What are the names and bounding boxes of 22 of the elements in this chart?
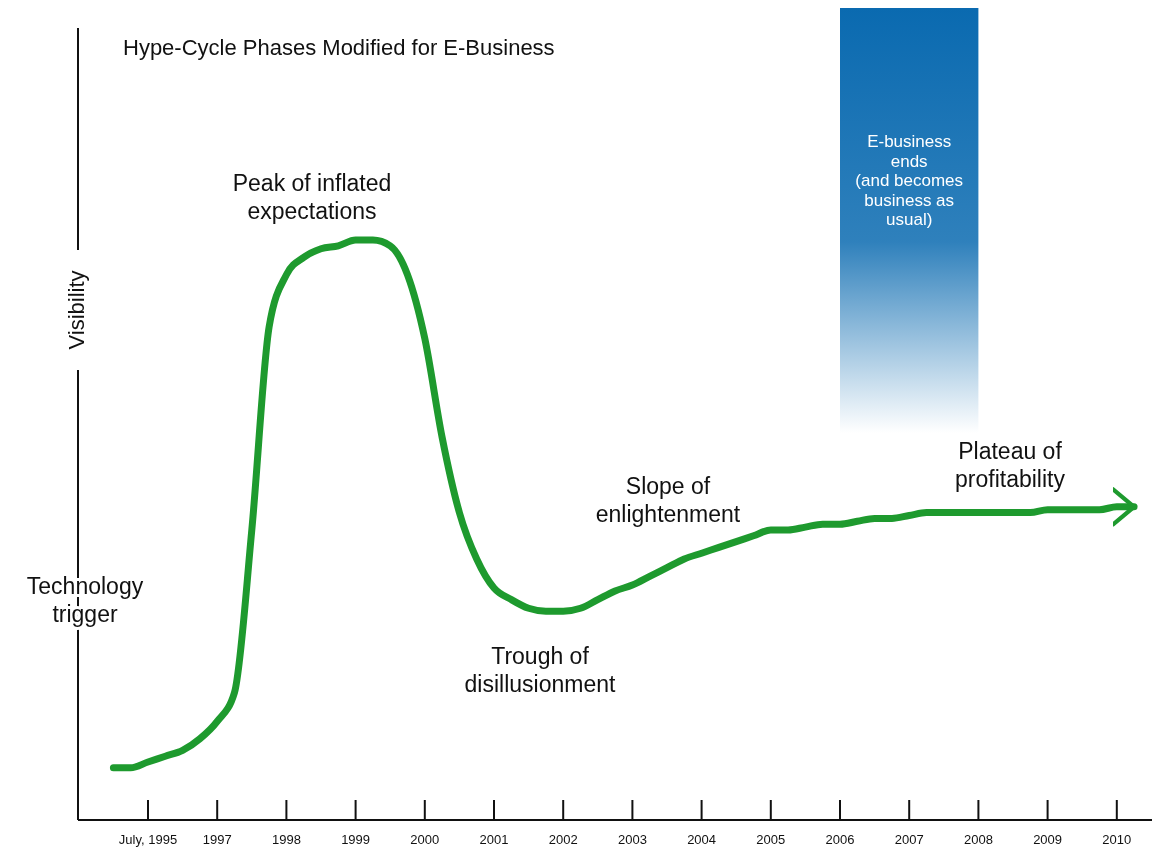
y-axis-title: Visibility (64, 270, 89, 350)
x-tick-label: 2003 (617, 832, 647, 847)
x-tick-label: 2009 (1033, 832, 1063, 847)
x-tick-label: 2001 (479, 832, 509, 847)
x-tick-label: 2010 (1102, 832, 1132, 847)
annotation: Trough of disillusionment (464, 643, 617, 697)
x-tick-label: 2007 (894, 832, 924, 847)
x-tick-label: 2006 (825, 832, 855, 847)
text: Peak of inflated expectations (232, 170, 392, 224)
x-tick-label: 2005 (756, 832, 786, 847)
chart-title: Hype-Cycle Phases Modified for E-Business (123, 35, 555, 60)
x-tick-label: 2008 (963, 832, 993, 847)
x-tick-label: 1997 (202, 832, 232, 847)
annotation: Slope of enlightenment (595, 473, 741, 527)
x-tick-label: 2004 (687, 832, 717, 847)
x-tick-label: 2000 (410, 832, 440, 847)
band-label: E-business ends (and becomes business as usual) (855, 132, 964, 230)
x-tick-label: July, 1995 (118, 832, 178, 847)
annotation: Plateau of profitability (955, 438, 1066, 492)
x-tick-label: 1999 (341, 832, 371, 847)
x-tick-label: 2002 (548, 832, 578, 847)
x-tick-label: 1998 (271, 832, 301, 847)
